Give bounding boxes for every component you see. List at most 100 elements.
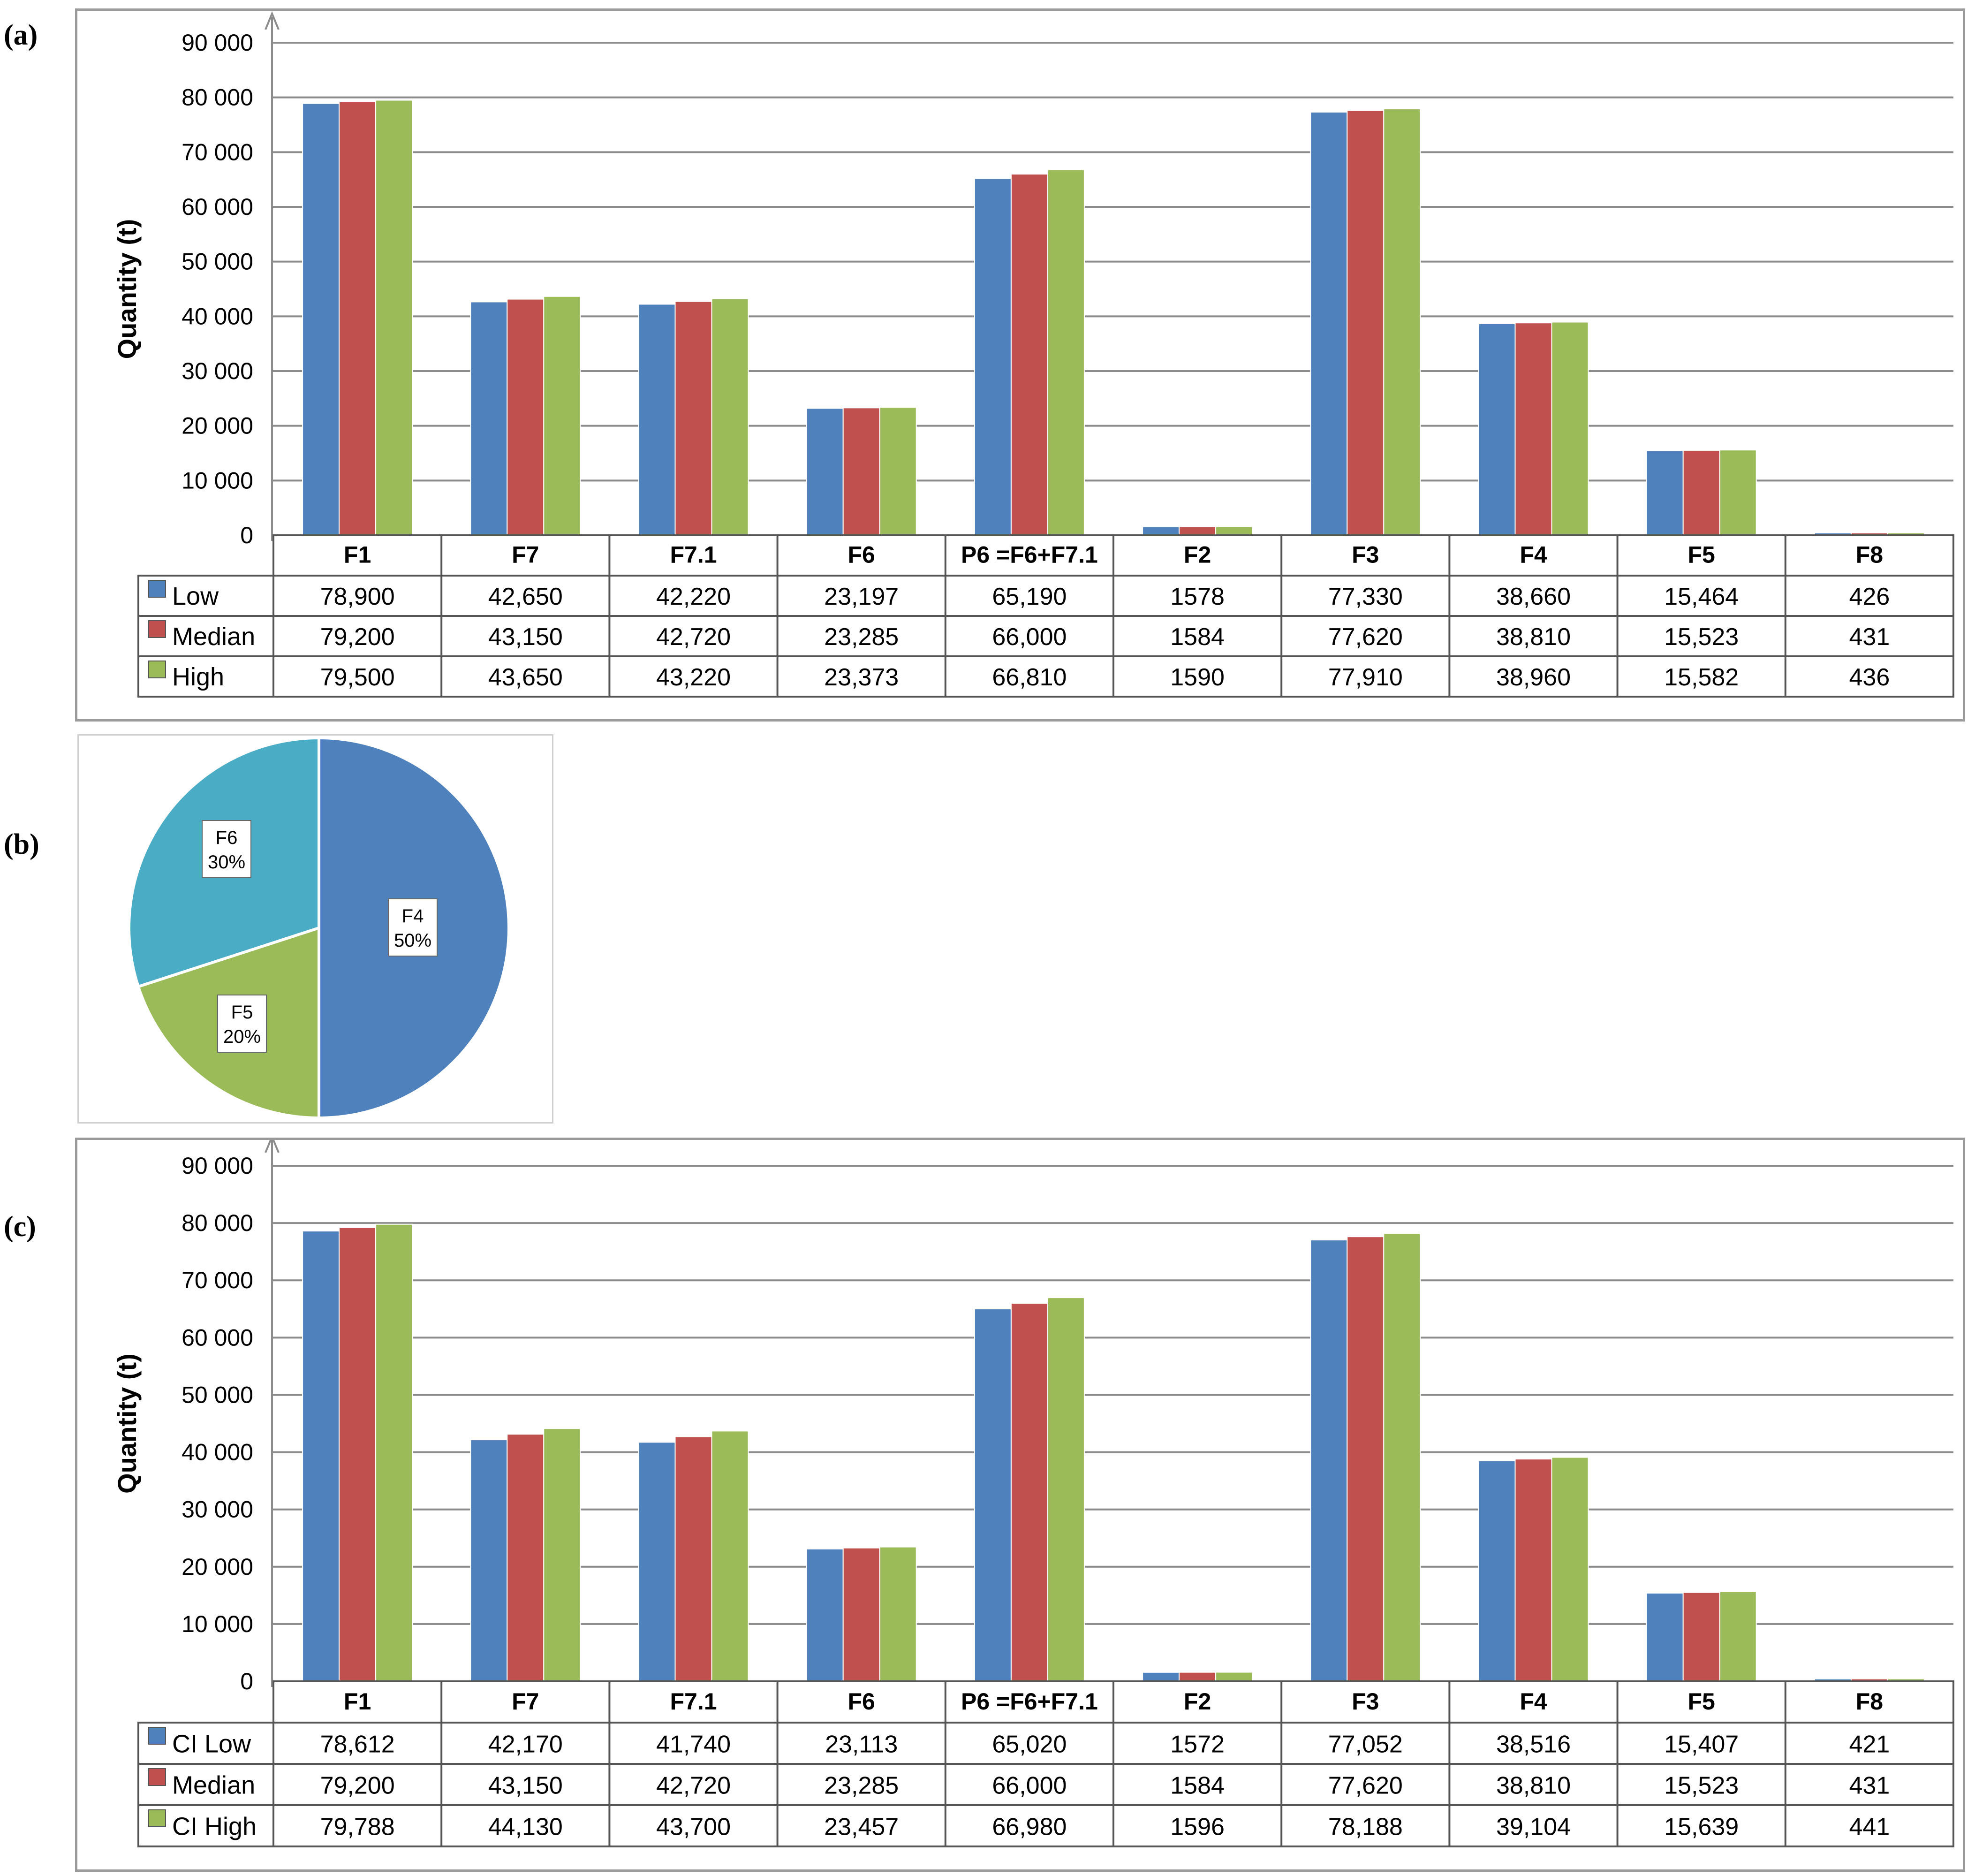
bar-high: [543, 296, 581, 536]
table-header-cell: F2: [1184, 1688, 1211, 1715]
table-cell: 77,620: [1328, 1772, 1403, 1799]
legend-label: Median: [172, 623, 255, 651]
table-cell: 79,788: [320, 1813, 395, 1840]
table-cell: 23,285: [824, 1772, 899, 1799]
table-cell: 42,720: [656, 623, 731, 651]
bar-low: [974, 178, 1012, 536]
bar-ci-low: [302, 1230, 340, 1682]
bar-ci-high: [1047, 1297, 1085, 1682]
y-tick-label: 80 000: [182, 1210, 253, 1236]
table-cell: 79,500: [320, 664, 395, 691]
table-cell: 15,582: [1664, 664, 1739, 691]
bar-median: [507, 1434, 545, 1682]
pie-label-value: 50%: [394, 930, 431, 951]
table-cell: 43,150: [488, 623, 563, 651]
bar-ci-high: [543, 1428, 581, 1682]
y-tick-label: 10 000: [182, 467, 253, 494]
table-cell: 41,740: [656, 1731, 731, 1758]
legend-swatch: [148, 661, 166, 678]
y-tick-label: 90 000: [182, 30, 253, 56]
bar-median: [1179, 526, 1217, 536]
table-cell: 65,190: [992, 583, 1067, 610]
bar-median: [507, 298, 545, 536]
y-tick-label: 0: [240, 1668, 253, 1694]
table-cell: 15,407: [1664, 1731, 1739, 1758]
table-cell: 44,130: [488, 1813, 563, 1840]
table-header-cell: F6: [848, 541, 875, 568]
table-cell: 441: [1849, 1813, 1890, 1840]
table-cell: 79,200: [320, 623, 395, 651]
y-tick-label: 20 000: [182, 1554, 253, 1580]
bar-median: [339, 1227, 377, 1682]
pie-label-name: F6: [216, 828, 238, 848]
panel-label-c: (c): [4, 1211, 36, 1243]
bar-low: [1142, 526, 1180, 536]
bar-ci-high: [1719, 1591, 1757, 1682]
y-tick-label: 90 000: [182, 1153, 253, 1179]
table-header-cell: F7.1: [670, 1688, 717, 1715]
y-tick-label: 50 000: [182, 1382, 253, 1408]
table-cell: 43,700: [656, 1813, 731, 1840]
table-cell: 77,910: [1328, 664, 1403, 691]
table-header-cell: F1: [344, 1688, 371, 1715]
table-cell: 15,464: [1664, 583, 1739, 610]
bar-ci-high: [879, 1546, 917, 1682]
bar-ci-low: [806, 1548, 844, 1682]
pie-label-name: F4: [402, 906, 424, 927]
table-cell: 23,457: [824, 1813, 899, 1840]
table-cell: 38,960: [1496, 664, 1571, 691]
y-tick-label: 40 000: [182, 303, 253, 329]
table-cell: 421: [1849, 1731, 1890, 1758]
table-cell: 39,104: [1496, 1813, 1571, 1840]
table-cell: 436: [1849, 664, 1890, 691]
bar-ci-low: [1310, 1239, 1348, 1682]
y-axis-arrow: [265, 11, 280, 30]
y-tick-label: 30 000: [182, 358, 253, 384]
bar-high: [1551, 321, 1589, 536]
table-header-cell: P6 =F6+F7.1: [961, 1688, 1098, 1715]
table-header-cell: F5: [1688, 1688, 1715, 1715]
bar-ci-high: [1383, 1233, 1421, 1682]
table-cell: 77,052: [1328, 1731, 1403, 1758]
table-cell: 15,523: [1664, 1772, 1739, 1799]
table-header-cell: P6 =F6+F7.1: [961, 541, 1098, 568]
bar-ci-low: [470, 1439, 508, 1682]
table-cell: 1596: [1170, 1813, 1225, 1840]
legend-label: High: [172, 663, 224, 691]
table-cell: 43,220: [656, 664, 731, 691]
bar-median: [842, 1547, 880, 1682]
legend-swatch: [148, 580, 166, 598]
table-header-cell: F2: [1184, 541, 1211, 568]
legend-swatch: [148, 1809, 166, 1827]
bar-ci-high: [1551, 1457, 1589, 1682]
table-cell: 79,200: [320, 1772, 395, 1799]
legend-label: Low: [172, 582, 219, 610]
bar-high: [1719, 449, 1757, 536]
bar-ci-high: [1215, 1671, 1253, 1682]
table-header-cell: F1: [344, 541, 371, 568]
table-header-cell: F4: [1520, 541, 1547, 568]
table-cell: 77,330: [1328, 583, 1403, 610]
chart-b: F4 50% F5 20% F6 30%: [128, 736, 510, 1120]
table-header-cell: F6: [848, 1688, 875, 1715]
bar-median: [1010, 1303, 1048, 1682]
bar-high: [1047, 169, 1085, 536]
table-cell: 42,720: [656, 1772, 731, 1799]
bar-median: [1010, 174, 1048, 536]
y-axis-label: Quantity (t): [112, 219, 142, 359]
table-header-cell: F7: [512, 1688, 539, 1715]
y-tick-label: 10 000: [182, 1611, 253, 1637]
bar-high: [1215, 526, 1253, 536]
table-header-cell: F7: [512, 541, 539, 568]
y-tick-label: 40 000: [182, 1439, 253, 1466]
table-cell: 38,810: [1496, 623, 1571, 651]
legend-label: Median: [172, 1771, 255, 1799]
bar-high: [375, 99, 413, 536]
chart-a-frame: 0 10 000 20 000 30 000 40 000 50 000 60 000 70 …: [75, 8, 1965, 722]
table-cell: 23,285: [824, 623, 899, 651]
table-header-cell: F8: [1856, 1688, 1883, 1715]
bar-low: [638, 304, 676, 536]
bar-median: [1682, 1592, 1720, 1682]
bar-median: [1514, 322, 1552, 536]
y-tick-label: 70 000: [182, 139, 253, 165]
